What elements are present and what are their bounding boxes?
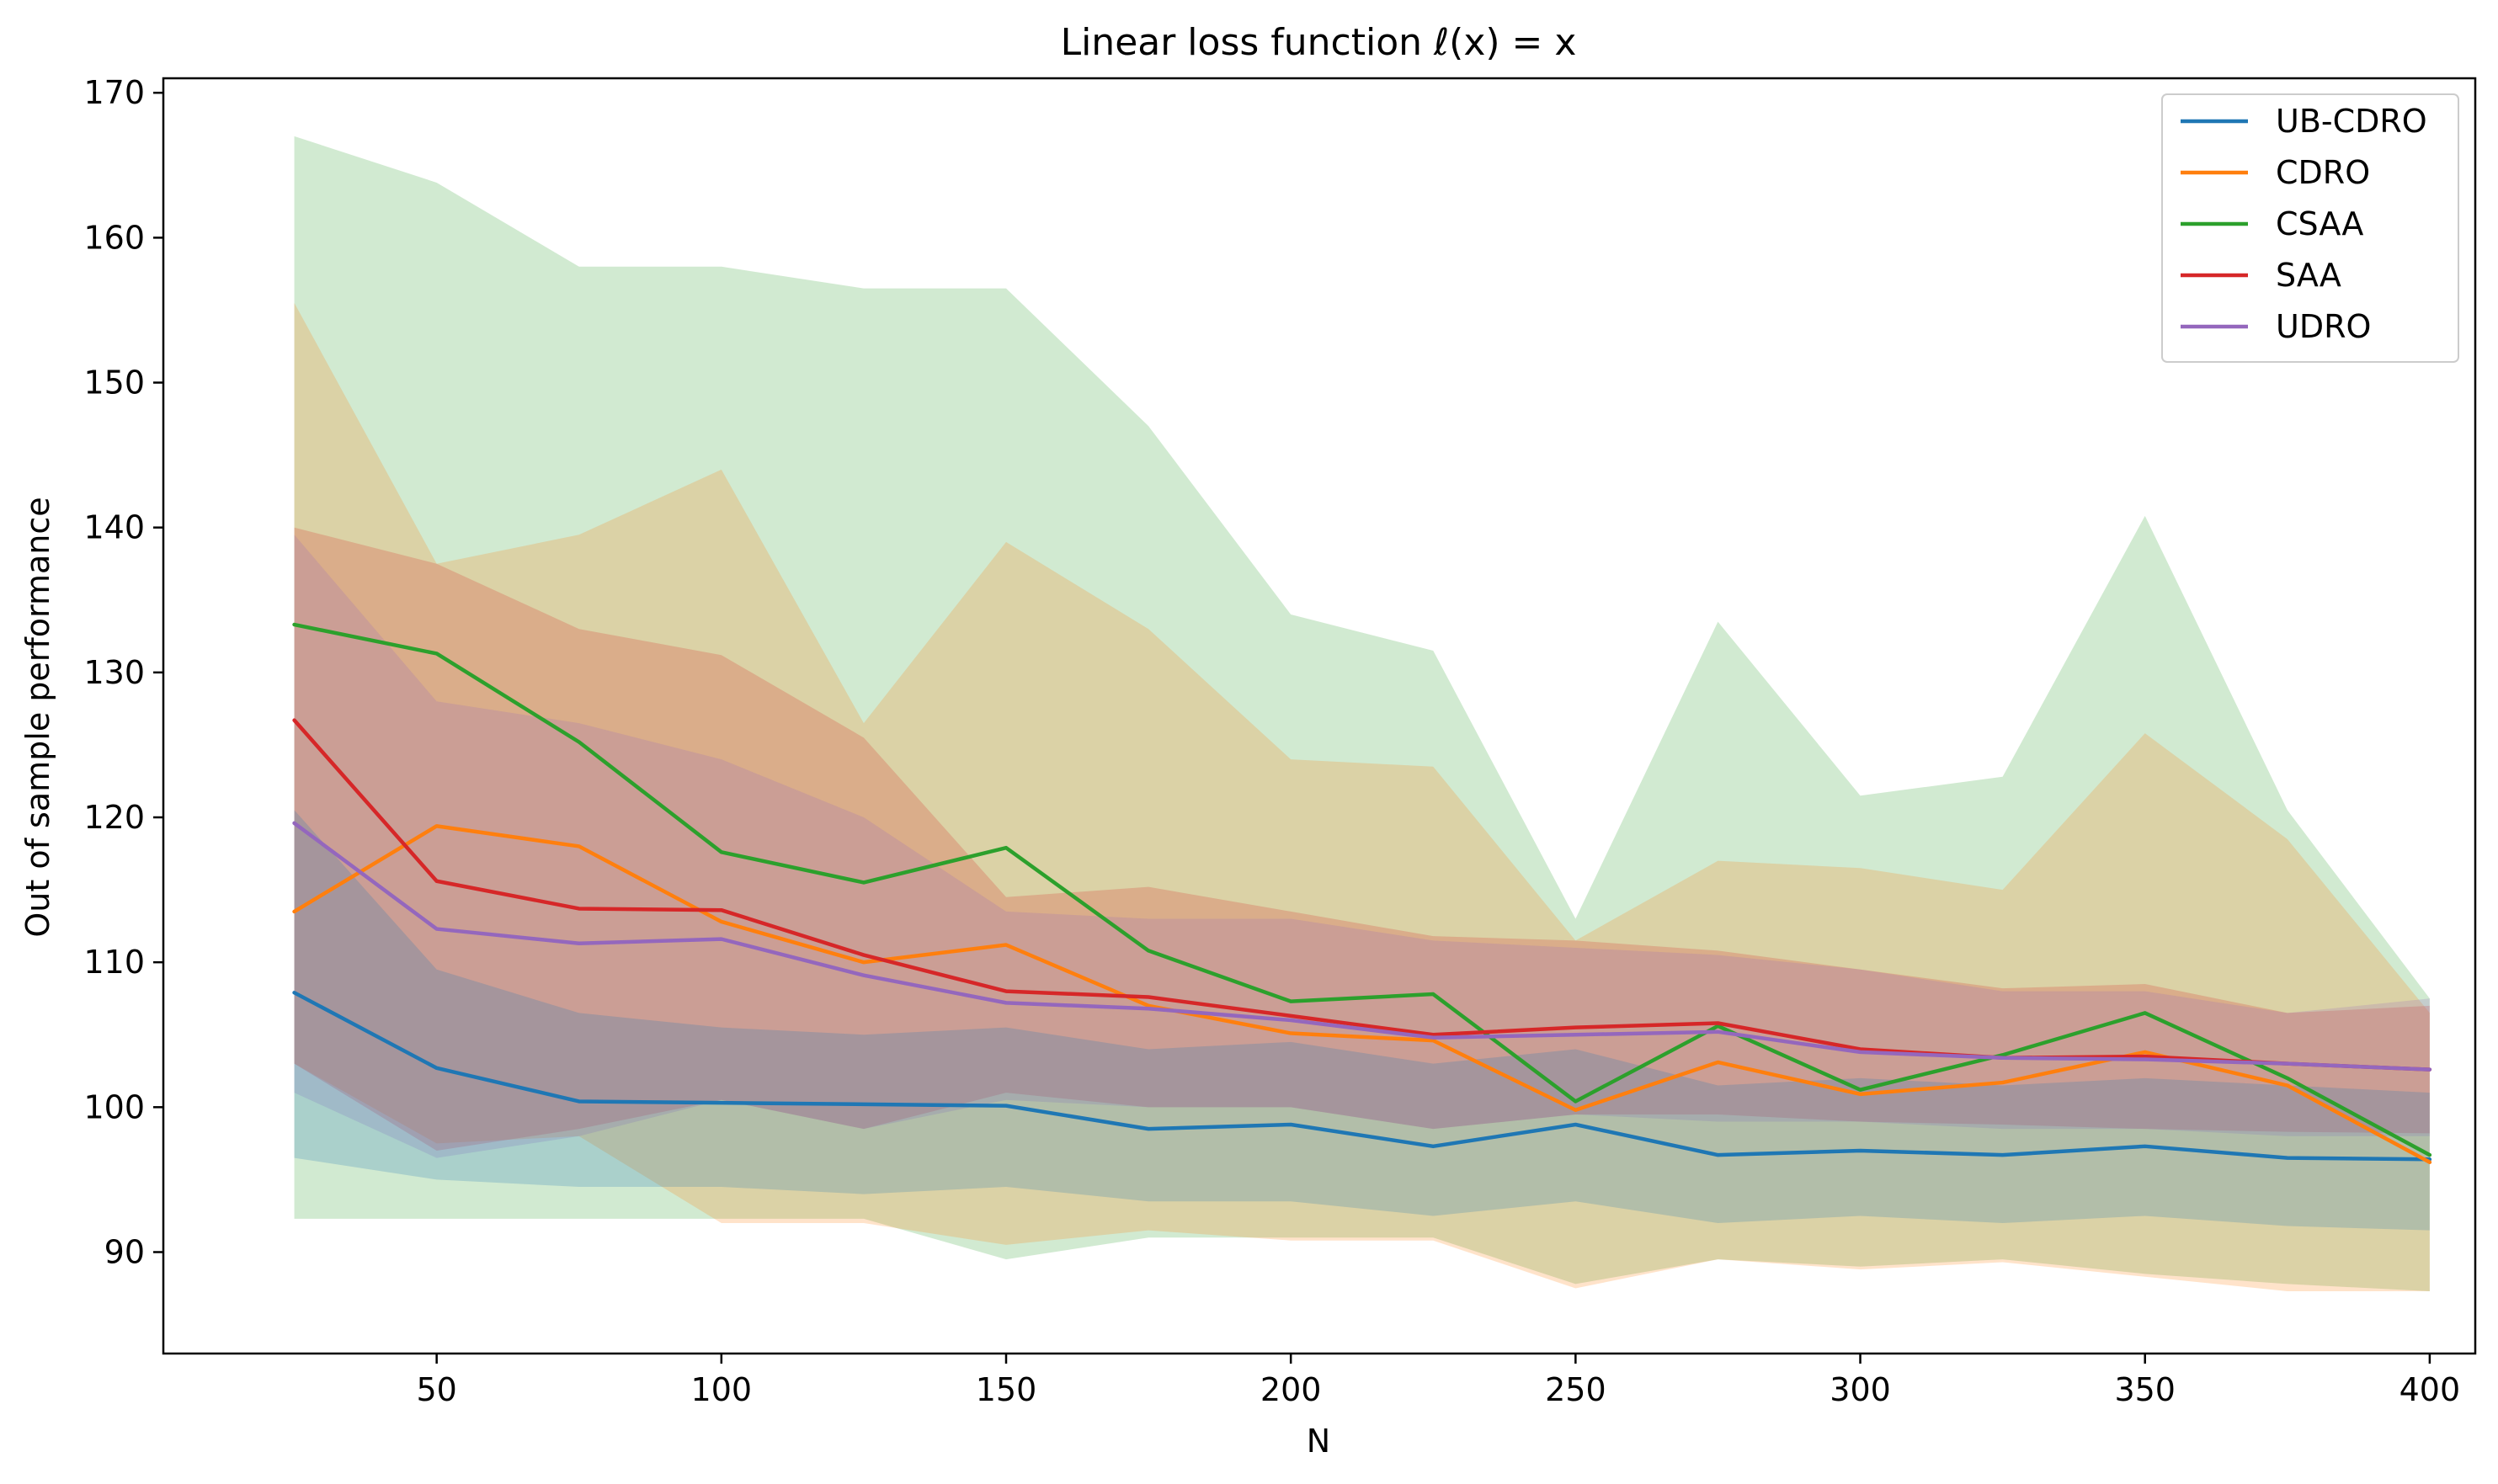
axis-ticks: 50 100 150 200 250 300 350 400 90 100 110 120 130 140…	[83, 74, 2460, 1408]
y-tick-label: 100	[83, 1088, 145, 1125]
band-ub-cdro	[294, 810, 2430, 1231]
x-axis-label: N	[1307, 1423, 1330, 1460]
y-tick-label: 150	[83, 364, 145, 402]
series-line-csaa	[292, 622, 2432, 1157]
x-tick-label: 350	[2114, 1371, 2176, 1408]
series-lines	[292, 622, 2432, 1164]
x-tick-label: 300	[1830, 1371, 1891, 1408]
y-tick-label: 110	[83, 944, 145, 981]
band-saa	[294, 527, 2430, 1151]
x-tick-label: 150	[976, 1371, 1037, 1408]
y-tick-label: 90	[104, 1233, 145, 1270]
band-csaa	[294, 136, 2430, 1291]
band-cdro	[294, 302, 2430, 1291]
x-tick-label: 400	[2399, 1371, 2461, 1408]
y-tick-label: 140	[83, 509, 145, 546]
series-line-udro	[292, 821, 2432, 1072]
legend-label: CDRO	[2276, 154, 2370, 191]
legend-label: UDRO	[2276, 308, 2371, 345]
x-tick-label: 50	[416, 1371, 456, 1408]
y-tick-label: 170	[83, 74, 145, 111]
x-tick-label: 100	[691, 1371, 753, 1408]
legend: UB-CDRO CDRO CSAA SAA UDRO	[2161, 93, 2459, 363]
x-tick-label: 200	[1260, 1371, 1322, 1408]
band-udro	[294, 535, 2430, 1158]
legend-label: SAA	[2276, 257, 2341, 294]
legend-label: CSAA	[2276, 205, 2363, 242]
legend-box	[2161, 93, 2459, 363]
series-line-ub-cdro	[292, 991, 2432, 1162]
y-tick-label: 160	[83, 219, 145, 256]
y-axis-label: Out of sample performance	[19, 497, 56, 937]
x-tick-label: 250	[1545, 1371, 1606, 1408]
plot-frame	[162, 77, 2477, 1355]
y-tick-label: 120	[83, 799, 145, 836]
y-tick-label: 130	[83, 654, 145, 691]
legend-label: UB-CDRO	[2276, 103, 2427, 140]
confidence-bands	[294, 136, 2430, 1291]
series-line-cdro	[292, 824, 2432, 1164]
chart-title: Linear loss function ℓ(x) = x	[1061, 21, 1577, 64]
